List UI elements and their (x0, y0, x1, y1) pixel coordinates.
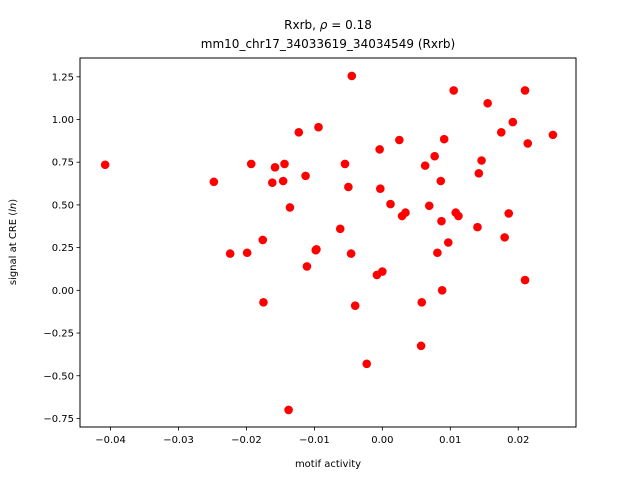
y-axis-label-suffix: ) (8, 199, 19, 203)
data-point (417, 297, 427, 307)
data-point (347, 71, 357, 81)
x-tick-label: 0.02 (507, 435, 529, 446)
data-point (439, 134, 449, 144)
data-point (267, 178, 277, 188)
data-point (420, 161, 430, 170)
data-point (302, 262, 312, 271)
y-axis-label: signal at CRE (ln) (8, 199, 19, 285)
data-point (278, 176, 288, 186)
data-point (433, 248, 442, 258)
data-point (454, 211, 463, 221)
y-tick-label: 0.00 (52, 286, 74, 297)
data-point (259, 297, 268, 307)
y-tick-label: 1.00 (52, 115, 74, 126)
data-point (362, 359, 372, 369)
data-point (344, 182, 353, 192)
data-point (437, 286, 447, 295)
axes-frame (79, 57, 577, 428)
y-tick-label: 1.25 (52, 72, 74, 83)
data-point (473, 222, 482, 232)
data-point (477, 156, 486, 165)
data-point (225, 249, 235, 258)
x-tick-label: −0.02 (231, 435, 262, 446)
data-point (500, 233, 509, 242)
x-axis-ticks: −0.04 −0.03 −0.02 −0.01 0.00 0.01 0.02 (95, 427, 529, 446)
data-point (395, 135, 404, 145)
data-point (270, 163, 280, 172)
data-point (294, 128, 304, 137)
x-tick-label: −0.01 (299, 435, 330, 446)
title-rho-symbol: ρ (320, 18, 328, 32)
x-tick-label: −0.03 (163, 435, 194, 446)
data-point (346, 249, 356, 258)
x-tick-label: 0.00 (371, 435, 393, 446)
data-point (436, 176, 446, 186)
x-tick-label: 0.01 (439, 435, 461, 446)
data-point (386, 199, 395, 209)
data-point (314, 122, 323, 132)
title-gene: Rxrb, (284, 18, 320, 32)
data-point (378, 267, 387, 276)
data-point (242, 248, 252, 258)
data-point (350, 301, 360, 311)
plot-area (79, 57, 577, 428)
data-point (258, 235, 268, 245)
y-tick-label: −0.25 (43, 329, 74, 340)
data-point (437, 216, 446, 226)
data-point (449, 86, 458, 95)
data-point (280, 159, 289, 169)
data-point (504, 209, 514, 218)
y-tick-label: −0.50 (43, 371, 74, 382)
data-point (335, 224, 345, 234)
y-axis-ticks: −0.75 −0.50 −0.25 0.00 0.25 0.50 0.75 1.00 1.25 (43, 72, 80, 425)
data-point (508, 117, 518, 127)
y-axis-label-italic: ln (8, 203, 19, 212)
data-point (523, 139, 533, 148)
data-point (376, 184, 385, 193)
data-point (209, 177, 219, 187)
data-point (548, 130, 558, 140)
data-point (443, 238, 453, 247)
data-point (496, 128, 506, 137)
data-point (520, 275, 530, 285)
data-points (100, 71, 558, 415)
data-point (301, 171, 310, 181)
y-axis-label-prefix: signal at CRE ( (8, 212, 19, 285)
data-point (416, 341, 426, 351)
title-rho-value: = 0.18 (327, 18, 371, 32)
data-point (483, 98, 492, 108)
data-point (246, 159, 256, 169)
y-tick-label: 0.75 (52, 158, 74, 169)
x-axis-label: motif activity (295, 459, 361, 470)
data-point (401, 208, 410, 217)
chart-title-line2: mm10_chr17_34033619_34034549 (Rxrb) (201, 37, 455, 51)
x-tick-label: −0.04 (95, 435, 126, 446)
data-point (474, 169, 484, 178)
chart-title-line1: Rxrb, ρ = 0.18 (284, 18, 372, 32)
y-tick-label: −0.75 (43, 414, 74, 425)
data-point (340, 159, 350, 169)
data-point (285, 203, 295, 212)
y-tick-label: 0.25 (52, 243, 74, 254)
data-point (312, 245, 321, 254)
data-point (100, 160, 110, 170)
data-point (284, 405, 293, 415)
data-point (375, 145, 384, 154)
data-point (520, 86, 530, 95)
data-point (424, 201, 434, 211)
data-point (430, 151, 439, 161)
y-tick-label: 0.50 (52, 200, 74, 211)
